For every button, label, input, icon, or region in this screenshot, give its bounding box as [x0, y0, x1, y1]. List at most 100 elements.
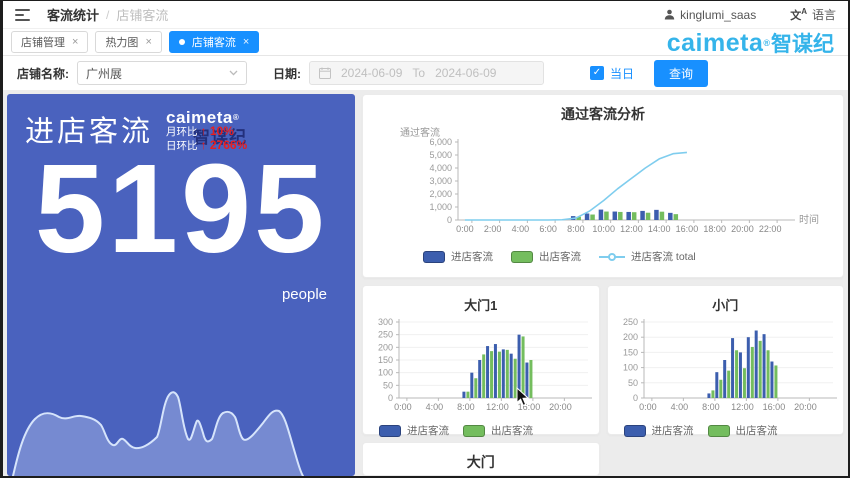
svg-text:20:00: 20:00 [731, 224, 754, 234]
close-icon[interactable]: × [72, 35, 79, 48]
svg-text:3,000: 3,000 [429, 176, 452, 186]
svg-text:0: 0 [447, 215, 452, 225]
svg-text:100: 100 [622, 363, 637, 373]
brand-logo: caimeta®智谋纪 [666, 29, 834, 57]
svg-text:12:00: 12:00 [731, 402, 754, 412]
watermark-logo-cn: 智谋纪 [193, 128, 248, 147]
svg-text:100: 100 [378, 368, 393, 378]
stat-day-over-day: 日环比 ↑ 2766% [166, 138, 248, 153]
tab-label: 热力图 [105, 37, 139, 49]
charts-column: 通过客流分析 0 1,000 2,000 3,000 4,000 5,000 6,000 0:… [362, 94, 844, 476]
language-switcher[interactable]: 文A 语言 [790, 6, 836, 23]
chart-legend[interactable]: 进店客流 出店客流 [379, 423, 599, 438]
date-label: 日期: [273, 66, 301, 81]
filter-bar: 店铺名称: 广州展 日期: 2024-06-09 To 2024-06-09 ✓… [3, 56, 848, 90]
svg-text:0:00: 0:00 [639, 402, 657, 412]
tab-store-manage[interactable]: 店铺管理 × [11, 31, 89, 53]
svg-text:16:00: 16:00 [518, 402, 541, 412]
tab-bar: 店铺管理 × 热力图 × 店铺客流 × caimeta®智谋纪 [3, 29, 848, 56]
svg-text:250: 250 [378, 330, 393, 340]
legend-item[interactable]: 进店客流 [379, 423, 449, 438]
svg-text:8:00: 8:00 [702, 402, 720, 412]
date-from-value: 2024-06-09 [341, 66, 403, 80]
today-checkbox[interactable]: ✓ [590, 66, 604, 80]
watermark-logo: caimeta® [166, 108, 240, 127]
svg-text:时间: 时间 [799, 213, 819, 226]
traffic-analysis-chart[interactable]: 0 1,000 2,000 3,000 4,000 5,000 6,000 0:00 2:00 4… [363, 124, 843, 245]
legend-item[interactable]: 出店客流 [707, 423, 778, 438]
svg-text:50: 50 [627, 378, 637, 388]
card-traffic-analysis: 通过客流分析 0 1,000 2,000 3,000 4,000 5,000 6,000 0:… [362, 94, 844, 278]
svg-text:8:00: 8:00 [457, 402, 475, 412]
svg-text:12:00: 12:00 [620, 224, 643, 234]
language-icon: 文A [790, 6, 807, 22]
legend-line-marker [599, 252, 625, 261]
date-range-input[interactable]: 2024-06-09 To 2024-06-09 [309, 61, 544, 85]
trend-wave-chart [12, 391, 304, 476]
svg-text:14:00: 14:00 [648, 224, 671, 234]
legend-item[interactable]: 进店客流 total [599, 249, 696, 264]
menu-fold-icon[interactable] [15, 8, 31, 21]
legend-label: 出店客流 [735, 425, 778, 437]
svg-text:0: 0 [388, 393, 393, 403]
store-select-value: 广州展 [86, 66, 123, 81]
calendar-icon [319, 67, 331, 79]
svg-text:200: 200 [622, 332, 637, 342]
svg-text:8:00: 8:00 [567, 224, 585, 234]
legend-label: 进店客流 total [631, 251, 696, 263]
kpi-value: 5195 [34, 138, 328, 279]
legend-item[interactable]: 出店客流 [511, 249, 581, 264]
chart-title: 小门 [712, 298, 739, 313]
tab-label: 店铺管理 [21, 37, 65, 49]
search-button[interactable]: 查询 [654, 59, 709, 87]
store-select[interactable]: 广州展 [77, 61, 247, 85]
close-icon[interactable]: × [242, 35, 250, 48]
svg-text:0:00: 0:00 [394, 402, 412, 412]
svg-text:20:00: 20:00 [549, 402, 572, 412]
chart-title: 通过客流分析 [561, 106, 645, 122]
svg-text:6,000: 6,000 [429, 137, 452, 147]
legend-item[interactable]: 进店客流 [423, 249, 493, 264]
close-icon[interactable]: × [145, 35, 152, 48]
legend-label: 进店客流 [407, 425, 449, 437]
legend-label: 进店客流 [451, 251, 493, 263]
chart-legend[interactable]: 进店客流 出店客流 [623, 423, 844, 438]
card-gate-partial: 大门 [362, 442, 600, 476]
legend-item[interactable]: 进店客流 [623, 423, 694, 438]
kpi-title: 进店客流 [25, 116, 154, 148]
svg-text:2,000: 2,000 [429, 189, 452, 199]
today-checkbox-wrap[interactable]: ✓ 当日 [590, 65, 634, 82]
app-window: 客流统计 / 店铺客流 kinglumi_saas 文A 语言 店铺管理 × 热… [3, 1, 848, 476]
svg-text:18:00: 18:00 [703, 224, 726, 234]
content-area: 进店客流 caimeta® 智谋纪 月环比 ↑ 10% 日环比 ↑ 2766% 51… [3, 90, 848, 476]
tab-heatmap[interactable]: 热力图 × [95, 31, 162, 53]
date-to-word: To [412, 66, 426, 80]
legend-swatch [379, 424, 401, 437]
legend-swatch [511, 250, 533, 263]
svg-text:0: 0 [632, 393, 637, 403]
svg-text:0:00: 0:00 [456, 224, 474, 234]
svg-text:通过客流: 通过客流 [400, 126, 440, 139]
chart-title: 大门1 [464, 298, 498, 313]
card-small-gate: 小门 0 50 100 150 200 250 0:00 4:00 8:00 12:00 16:00… [606, 285, 844, 438]
small-gate-chart[interactable]: 0 50 100 150 200 250 0:00 4:00 8:00 12:00 16:00 20:… [608, 314, 844, 421]
user-menu[interactable]: kinglumi_saas [664, 8, 756, 22]
chevron-down-icon [229, 70, 238, 76]
person-icon [664, 9, 675, 20]
svg-text:16:00: 16:00 [762, 402, 785, 412]
svg-text:16:00: 16:00 [676, 224, 699, 234]
svg-text:10:00: 10:00 [592, 224, 615, 234]
breadcrumb-current: 店铺客流 [116, 8, 169, 23]
kpi-watermark: caimeta® 智谋纪 月环比 ↑ 10% 日环比 ↑ 2766% [166, 108, 286, 153]
svg-text:4:00: 4:00 [426, 402, 444, 412]
tab-store-traffic[interactable]: 店铺客流 × [168, 31, 260, 53]
language-label: 语言 [811, 8, 836, 22]
svg-text:4:00: 4:00 [670, 402, 688, 412]
legend-item[interactable]: 出店客流 [463, 423, 533, 438]
gate1-chart[interactable]: 0 50 100 150 200 250 300 0:00 4:00 8:00 12:00 16:00… [363, 314, 599, 421]
mouse-cursor [516, 387, 530, 407]
today-label: 当日 [610, 66, 635, 81]
chart-legend[interactable]: 进店客流 出店客流 进店客流 total [423, 249, 843, 264]
user-name: kinglumi_saas [680, 7, 757, 22]
stat-month-over-month: 月环比 ↑ 10% [166, 124, 234, 139]
